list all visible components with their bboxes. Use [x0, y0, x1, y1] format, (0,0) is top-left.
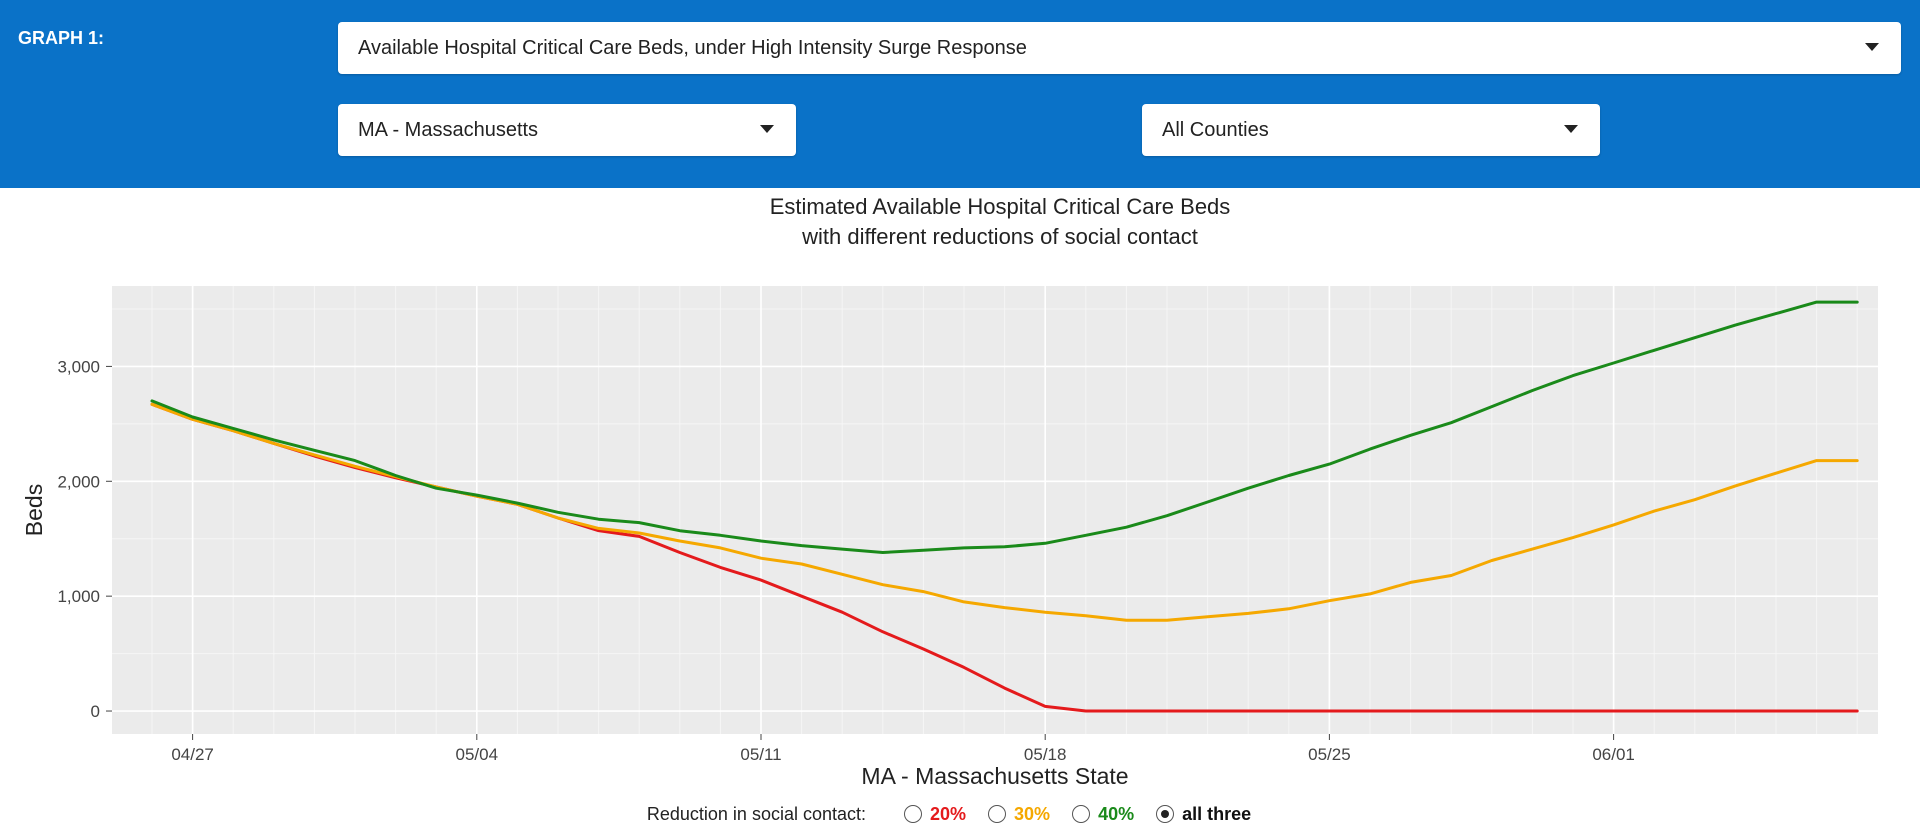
chart-title: Estimated Available Hospital Critical Ca…	[769, 194, 1231, 219]
legend-label-all: all three	[1182, 803, 1252, 824]
x-tick-label: 04/27	[171, 745, 214, 764]
plot-panel	[112, 286, 1878, 734]
legend-option-30[interactable]: 30%	[988, 804, 1050, 825]
y-tick-label: 0	[91, 702, 100, 721]
legend-label-40: 40%	[1098, 803, 1135, 824]
header-bar: GRAPH 1: Available Hospital Critical Car…	[0, 0, 1920, 188]
state-select-value: MA - Massachusetts	[358, 118, 539, 141]
x-tick-label: 05/04	[456, 745, 499, 764]
chart-subtitle: with different reductions of social cont…	[802, 224, 1198, 249]
chevron-down-icon	[1564, 125, 1578, 133]
legend-lead: Reduction in social contact:	[646, 803, 866, 824]
x-tick-label: 06/01	[1592, 745, 1635, 764]
radio-all[interactable]	[1156, 805, 1175, 823]
radio-40[interactable]	[1072, 805, 1091, 823]
metric-select-value: Available Hospital Critical Care Beds, u…	[358, 36, 1027, 59]
chart-title-block: Estimated Available Hospital Critical Ca…	[0, 192, 1920, 252]
y-axis-title: Beds	[21, 484, 47, 536]
x-axis-title: MA - Massachusetts State	[861, 763, 1128, 789]
metric-select[interactable]: Available Hospital Critical Care Beds, u…	[338, 22, 1901, 74]
legend-option-20[interactable]: 20%	[904, 804, 966, 825]
legend-label-20: 20%	[930, 803, 967, 824]
chevron-down-icon	[1865, 43, 1879, 51]
county-select-value: All Counties	[1162, 118, 1269, 141]
legend-option-40[interactable]: 40%	[1072, 804, 1134, 825]
x-tick-label: 05/18	[1024, 745, 1067, 764]
y-tick-label: 3,000	[57, 357, 100, 376]
radio-30[interactable]	[988, 805, 1007, 823]
legend-option-all[interactable]: all three	[1156, 804, 1251, 825]
county-select[interactable]: All Counties	[1142, 104, 1600, 156]
graph-label: GRAPH 1:	[18, 28, 105, 48]
chevron-down-icon	[760, 125, 774, 133]
series-line-40pct	[150, 300, 1859, 554]
y-tick-label: 1,000	[57, 587, 100, 606]
legend-label-30: 30%	[1014, 803, 1051, 824]
legend: Reduction in social contact: 20% 30% 40%…	[0, 800, 1920, 828]
radio-20[interactable]	[904, 805, 922, 823]
x-tick-label: 05/11	[740, 745, 781, 764]
x-tick-label: 05/25	[1308, 745, 1351, 764]
state-select[interactable]: MA - Massachusetts	[338, 104, 796, 156]
y-tick-label: 2,000	[57, 472, 100, 491]
